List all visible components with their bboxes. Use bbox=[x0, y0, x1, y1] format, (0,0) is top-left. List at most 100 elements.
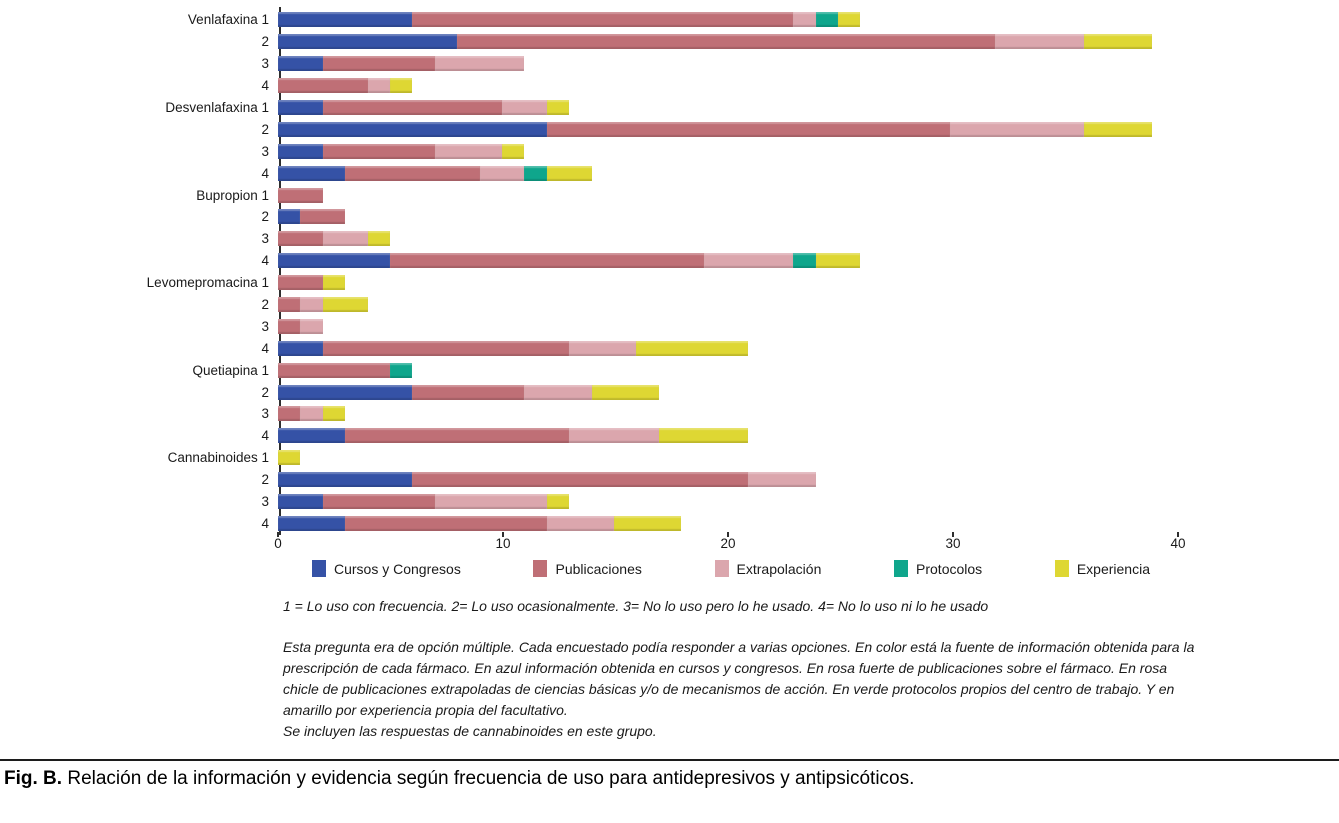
bar-segment-experiencia bbox=[613, 515, 682, 531]
bar-segment-publicaciones bbox=[278, 231, 323, 247]
bar-segment-extrapolacion bbox=[546, 515, 614, 531]
bar-track bbox=[278, 121, 1174, 137]
bar-track bbox=[278, 494, 1174, 510]
row-label: 2 bbox=[261, 121, 269, 137]
bar-segment-protocolos bbox=[793, 253, 816, 269]
bar-segment-publicaciones bbox=[412, 12, 794, 28]
bar-segment-extrapolacion bbox=[300, 406, 323, 422]
bar-segment-experiencia bbox=[367, 231, 390, 247]
bar-segment-extrapolacion bbox=[748, 472, 816, 488]
bar-segment-publicaciones bbox=[278, 187, 323, 203]
bar-segment-publicaciones bbox=[278, 318, 301, 334]
row-label: 2 bbox=[261, 472, 269, 488]
row-label: 2 bbox=[261, 209, 269, 225]
bar-segment-cursos-y-congresos bbox=[278, 472, 413, 488]
bar-segment-publicaciones bbox=[278, 275, 323, 291]
x-tickmark bbox=[952, 532, 954, 538]
bar-segment-extrapolacion bbox=[300, 297, 323, 313]
legend-swatch-protocolos bbox=[894, 560, 909, 578]
chart-row: 4 bbox=[0, 162, 1339, 184]
bar-segment-extrapolacion bbox=[322, 231, 368, 247]
row-label: 2 bbox=[261, 34, 269, 50]
bar-segment-cursos-y-congresos bbox=[278, 340, 323, 356]
chart-row: Bupropion 1 bbox=[0, 184, 1339, 206]
caption-divider bbox=[0, 759, 1339, 762]
chart-row: Quetiapina 1 bbox=[0, 359, 1339, 381]
figure-caption-label: Fig. B. bbox=[4, 768, 63, 790]
chart-row: 3 bbox=[0, 491, 1339, 513]
bar-segment-experiencia bbox=[278, 450, 301, 466]
bar-segment-publicaciones bbox=[345, 165, 480, 181]
bar-segment-cursos-y-congresos bbox=[278, 515, 346, 531]
bar-segment-experiencia bbox=[322, 297, 368, 313]
legend-item-extrapolacion: Extrapolación bbox=[714, 560, 821, 578]
plot-rows: Venlafaxina 1 2 3 4 Desvenlafaxina 1 2 3 4 Bupro… bbox=[0, 9, 1339, 534]
bar-segment-extrapolacion bbox=[994, 34, 1085, 50]
chart-row: Venlafaxina 1 bbox=[0, 9, 1339, 31]
bar-segment-cursos-y-congresos bbox=[278, 253, 390, 269]
row-label: 4 bbox=[261, 428, 269, 444]
bar-segment-extrapolacion bbox=[479, 165, 525, 181]
bar-segment-experiencia bbox=[1084, 34, 1152, 50]
row-label: 4 bbox=[261, 515, 269, 531]
bar-segment-publicaciones bbox=[546, 121, 950, 137]
legend-swatch-extrapolacion bbox=[714, 560, 729, 578]
bar-segment-publicaciones bbox=[278, 406, 301, 422]
legend-item-protocolos: Protocolos bbox=[894, 560, 982, 578]
x-tick-label: 20 bbox=[720, 536, 736, 552]
bar-segment-cursos-y-congresos bbox=[278, 428, 346, 444]
bar-segment-publicaciones bbox=[322, 143, 435, 159]
bar-track bbox=[278, 297, 1174, 313]
bar-segment-extrapolacion bbox=[569, 428, 659, 444]
chart-row: 4 bbox=[0, 425, 1339, 447]
row-label: Cannabinoides 1 bbox=[167, 450, 269, 466]
figure-caption: Fig. B. Relación de la información y evi… bbox=[4, 768, 1339, 790]
chart-row: 3 bbox=[0, 53, 1339, 75]
legend-swatch-cursos-y-congresos bbox=[312, 560, 326, 578]
legend-label: Cursos y Congresos bbox=[334, 560, 461, 577]
bar-segment-publicaciones bbox=[322, 340, 570, 356]
legend-swatch-experiencia bbox=[1054, 560, 1069, 578]
bar-segment-extrapolacion bbox=[434, 143, 502, 159]
chart-row: 2 bbox=[0, 381, 1339, 403]
bar-segment-extrapolacion bbox=[949, 121, 1085, 137]
bar-segment-experiencia bbox=[837, 12, 861, 28]
bar-segment-publicaciones bbox=[322, 56, 435, 72]
row-label: 4 bbox=[261, 340, 269, 356]
chart-row: 3 bbox=[0, 228, 1339, 250]
bar-segment-cursos-y-congresos bbox=[278, 494, 323, 510]
bar-segment-protocolos bbox=[815, 12, 838, 28]
bar-segment-cursos-y-congresos bbox=[278, 165, 346, 181]
row-label: 3 bbox=[261, 406, 269, 422]
row-label: 3 bbox=[261, 56, 269, 72]
description-main: Esta pregunta era de opción múltiple. Ca… bbox=[283, 639, 1195, 719]
bar-segment-experiencia bbox=[1084, 121, 1152, 137]
bar-segment-cursos-y-congresos bbox=[278, 143, 323, 159]
legend-label: Publicaciones bbox=[555, 560, 642, 577]
bar-segment-cursos-y-congresos bbox=[278, 12, 413, 28]
bar-segment-extrapolacion bbox=[501, 100, 547, 115]
x-tickmark bbox=[727, 532, 729, 538]
legend: Cursos y Congresos Publicaciones Extrapola… bbox=[312, 560, 1150, 578]
chart-row: 4 bbox=[0, 512, 1339, 534]
description-cannabinoides: Se incluyen las respuestas de cannabinoi… bbox=[283, 723, 657, 740]
bar-segment-experiencia bbox=[546, 100, 570, 115]
bar-segment-protocolos bbox=[390, 362, 413, 378]
bar-segment-experiencia bbox=[322, 275, 346, 291]
bar-segment-publicaciones bbox=[322, 494, 435, 510]
legend-item-experiencia: Experiencia bbox=[1054, 560, 1150, 578]
bar-segment-cursos-y-congresos bbox=[278, 384, 413, 400]
bar-segment-publicaciones bbox=[412, 384, 525, 400]
bar-track bbox=[278, 12, 1174, 28]
row-label: 2 bbox=[261, 297, 269, 313]
bar-segment-cursos-y-congresos bbox=[278, 121, 547, 137]
bar-segment-publicaciones bbox=[345, 428, 570, 444]
bar-segment-cursos-y-congresos bbox=[278, 100, 323, 115]
bar-segment-publicaciones bbox=[412, 472, 749, 488]
bar-segment-experiencia bbox=[815, 253, 861, 269]
x-axis: 0 10 20 30 40 bbox=[274, 532, 1186, 558]
bar-track bbox=[278, 34, 1174, 50]
bar-segment-cursos-y-congresos bbox=[278, 56, 323, 72]
chart-row: 2 bbox=[0, 294, 1339, 316]
